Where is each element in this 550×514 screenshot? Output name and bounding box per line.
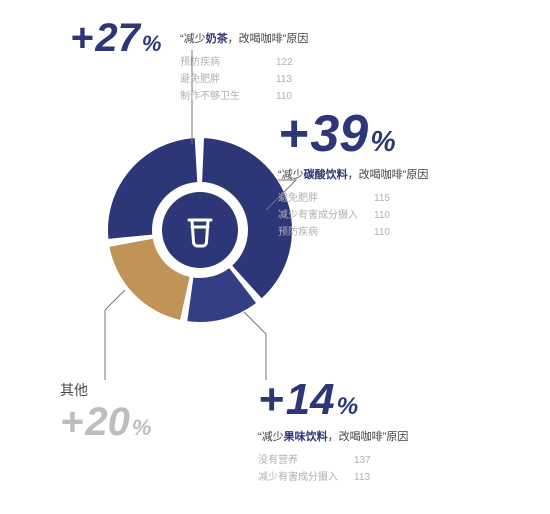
reason-row: 制作不够卫生110	[180, 88, 380, 105]
reason-list-milk-tea: 预防疾病122 避免肥胖113 制作不够卫生110	[180, 54, 380, 105]
title-hl: 碳酸饮料	[304, 169, 348, 181]
pct-suffix: %	[142, 33, 162, 55]
reason-row: 减少有害成分摄入113	[258, 469, 408, 486]
reason-value: 110	[374, 224, 390, 241]
reason-label: 减少有害成分摄入	[258, 469, 354, 486]
pct-suffix: %	[370, 128, 395, 157]
callout-milk-tea: + 27 % “减少奶茶，改喝咖啡”原因 预防疾病122 避免肥胖113 制作不…	[70, 18, 161, 58]
reason-value: 122	[276, 54, 293, 71]
callout-carbonated: + 39 % “减少碳酸饮料，改喝咖啡”原因 避免肥胖115 减少有害成分摄入1…	[278, 108, 428, 241]
reason-title-fruit: “减少果味饮料，改喝咖啡”原因	[258, 428, 408, 444]
pct-value: 20	[85, 402, 130, 442]
reason-row: 预防疾病110	[278, 224, 428, 241]
other-label: 其他	[60, 380, 151, 400]
pct-prefix: +	[278, 108, 308, 160]
reason-label: 预防疾病	[278, 224, 374, 241]
pct-value: 39	[310, 108, 368, 160]
pct-prefix: +	[60, 402, 83, 442]
callout-other: 其他 + 20 %	[60, 380, 151, 442]
reason-value: 113	[354, 469, 370, 486]
reason-label: 没有营养	[258, 452, 354, 469]
title-post: ，改喝咖啡”原因	[228, 33, 309, 45]
pct-other: + 20 %	[60, 402, 151, 442]
reason-row: 避免肥胖115	[278, 190, 428, 207]
reason-label: 预防疾病	[180, 54, 276, 71]
reason-row: 避免肥胖113	[180, 71, 380, 88]
title-hl: 奶茶	[206, 33, 228, 45]
title-post: ，改喝咖啡”原因	[348, 169, 429, 181]
pct-fruit: + 14 %	[258, 378, 408, 422]
title-hl: 果味饮料	[284, 431, 328, 443]
title-pre: “减少	[258, 431, 284, 443]
pct-prefix: +	[258, 378, 284, 422]
reason-row: 减少有害成分摄入110	[278, 207, 428, 224]
reason-title-milk-tea: “减少奶茶，改喝咖啡”原因	[180, 30, 380, 46]
pct-prefix: +	[70, 18, 93, 58]
reason-value: 113	[276, 71, 292, 88]
reason-label: 避免肥胖	[180, 71, 276, 88]
donut-center	[162, 192, 238, 268]
reason-list-fruit: 没有营养137 减少有害成分摄入113	[258, 452, 408, 486]
reason-title-carbonated: “减少碳酸饮料，改喝咖啡”原因	[278, 166, 428, 182]
reason-label: 避免肥胖	[278, 190, 374, 207]
pct-value: 14	[286, 378, 335, 422]
reason-label: 制作不够卫生	[180, 88, 276, 105]
pct-carbonated: + 39 %	[278, 108, 428, 160]
reason-row: 预防疾病122	[180, 54, 380, 71]
reason-value: 110	[374, 207, 390, 224]
reason-value: 115	[374, 190, 390, 207]
reason-value: 110	[276, 88, 292, 105]
title-pre: “减少	[180, 33, 206, 45]
pct-milk-tea: + 27 %	[70, 18, 161, 58]
pct-suffix: %	[337, 395, 359, 419]
title-pre: “减少	[278, 169, 304, 181]
pct-value: 27	[95, 18, 140, 58]
reason-label: 减少有害成分摄入	[278, 207, 374, 224]
callout-fruit: + 14 % “减少果味饮料，改喝咖啡”原因 没有营养137 减少有害成分摄入1…	[258, 378, 408, 486]
reason-list-carbonated: 避免肥胖115 减少有害成分摄入110 预防疾病110	[278, 190, 428, 241]
reason-row: 没有营养137	[258, 452, 408, 469]
title-post: ，改喝咖啡”原因	[328, 431, 409, 443]
reason-value: 137	[354, 452, 371, 469]
pct-suffix: %	[132, 417, 152, 439]
